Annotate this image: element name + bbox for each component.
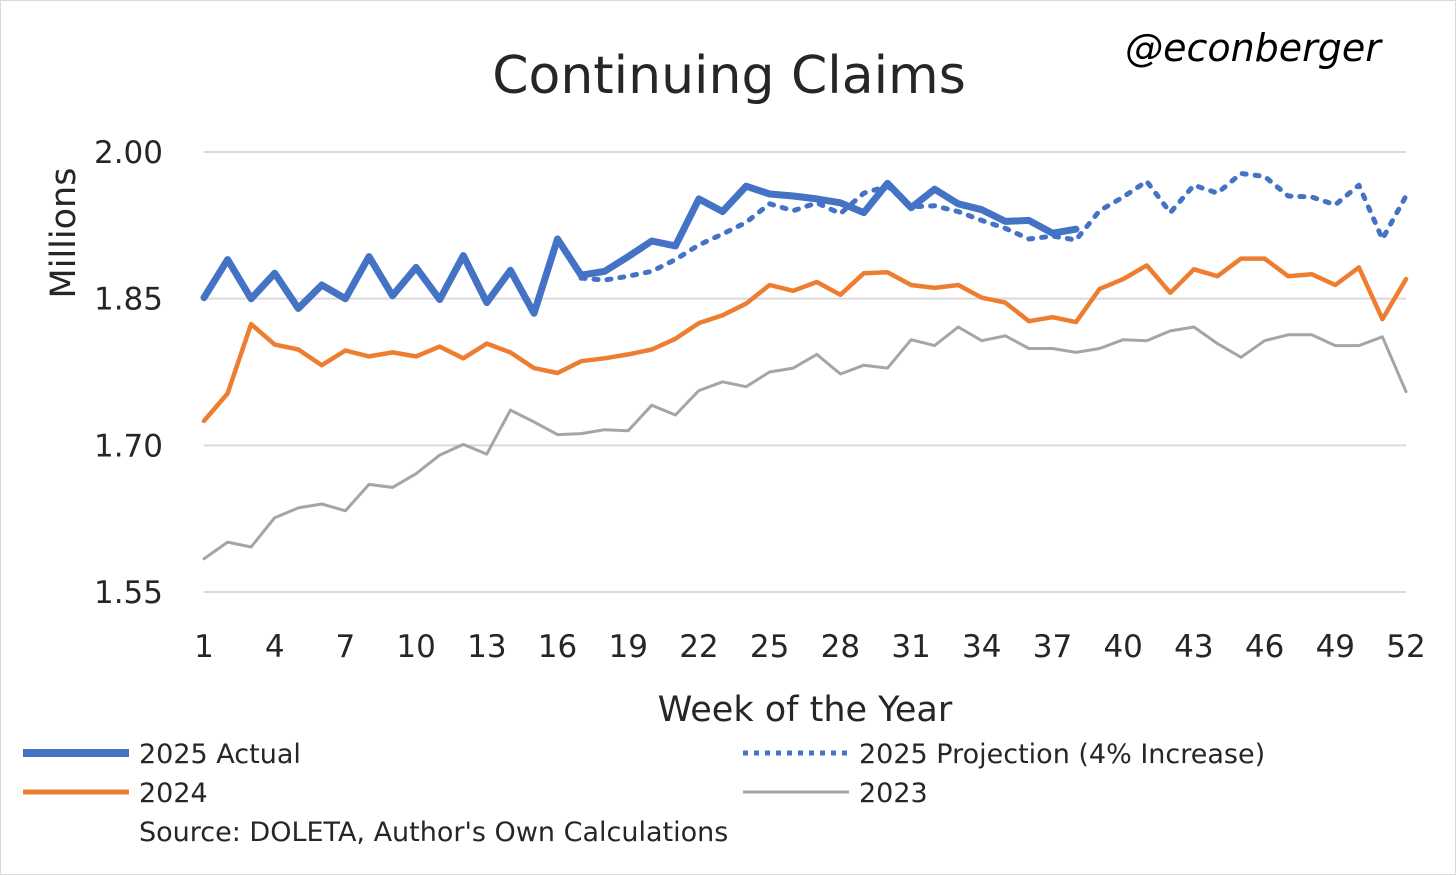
legend-item-2025-actual: 2025 Actual — [23, 739, 301, 770]
series-line-2025-actual — [200, 179, 1080, 317]
legend-item-2023: 2023 — [743, 778, 928, 809]
y-axis-title: Millions — [44, 168, 84, 299]
series-line-2024 — [201, 256, 1409, 424]
source-note: Source: DOLETA, Author's Own Calculation… — [139, 817, 728, 848]
x-tick-label: 52 — [1386, 629, 1425, 665]
legend-item-2025-projection: 2025 Projection (4% Increase) — [743, 739, 1265, 770]
legend-label-2025-actual: 2025 Actual — [139, 739, 301, 770]
series-line-2023 — [202, 325, 1408, 561]
x-tick-label: 34 — [962, 629, 1001, 665]
x-tick-label: 16 — [538, 629, 577, 665]
legend: 2025 Actual 2025 Projection (4% Increase… — [23, 739, 1265, 809]
x-tick-label: 1 — [194, 629, 214, 665]
x-tick-label: 43 — [1174, 629, 1213, 665]
legend-label-2025-projection: 2025 Projection (4% Increase) — [859, 739, 1265, 770]
y-tick-label: 1.55 — [94, 575, 163, 611]
x-tick-label: 19 — [609, 629, 648, 665]
x-axis-ticks: 1 4 7 10 13 16 19 22 25 28 31 34 37 40 43 46 49 52 — [194, 629, 1426, 665]
series-lines — [200, 171, 1409, 561]
y-tick-label: 1.70 — [94, 428, 163, 464]
x-tick-label: 7 — [336, 629, 356, 665]
x-tick-label: 13 — [467, 629, 506, 665]
x-tick-label: 40 — [1103, 629, 1142, 665]
y-axis-ticks: 1.55 1.70 1.85 2.00 — [94, 135, 163, 611]
y-tick-label: 2.00 — [94, 135, 163, 171]
x-tick-label: 46 — [1245, 629, 1284, 665]
x-axis-title: Week of the Year — [658, 690, 953, 730]
gridlines — [204, 151, 1406, 593]
legend-label-2023: 2023 — [859, 778, 928, 809]
x-tick-label: 31 — [891, 629, 930, 665]
author-handle: @econberger — [1125, 26, 1383, 70]
x-tick-label: 49 — [1316, 629, 1355, 665]
x-tick-label: 4 — [265, 629, 285, 665]
legend-item-2024: 2024 — [23, 778, 208, 809]
legend-label-2024: 2024 — [139, 778, 208, 809]
x-tick-label: 28 — [821, 629, 860, 665]
x-tick-label: 37 — [1033, 629, 1072, 665]
x-tick-label: 25 — [750, 629, 789, 665]
y-tick-label: 1.85 — [94, 282, 163, 318]
series-line-2025-projection-4-increase — [578, 171, 1409, 283]
chart-title: Continuing Claims — [492, 46, 966, 106]
x-tick-label: 22 — [679, 629, 718, 665]
x-tick-label: 10 — [396, 629, 435, 665]
